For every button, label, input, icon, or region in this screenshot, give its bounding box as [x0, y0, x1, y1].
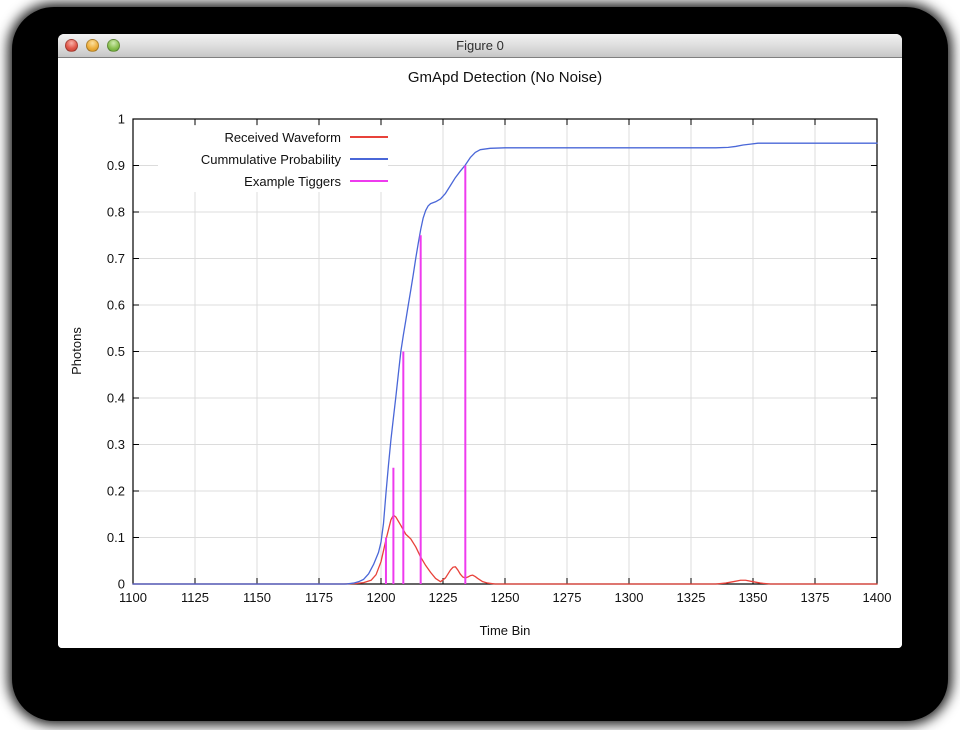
x-tick-label: 1125 [181, 590, 209, 605]
figure-canvas: GmApd Detection (No Noise) 1100 1125 1150 1… [58, 58, 902, 648]
traffic-lights [65, 34, 120, 57]
x-tick-label: 1350 [739, 590, 768, 605]
x-tick-label: 1375 [801, 590, 830, 605]
x-tick-label: 1175 [305, 590, 333, 605]
legend-line-sample-magenta [350, 180, 388, 182]
window-title: Figure 0 [456, 38, 504, 53]
minimize-button[interactable] [86, 39, 99, 52]
y-tick-label: 0.8 [107, 205, 125, 220]
x-tick-label: 1150 [243, 590, 271, 605]
x-tick-label: 1300 [615, 590, 644, 605]
y-tick-label: 0.9 [107, 158, 125, 173]
y-tick-label: 0.1 [107, 530, 125, 545]
y-tick-label: 0.4 [107, 391, 125, 406]
cummulative-probability-line [132, 142, 878, 585]
received-waveform-line [132, 514, 878, 585]
legend: Received Waveform Cummulative Probabilit… [158, 126, 388, 192]
x-tick-label: 1225 [429, 590, 458, 605]
x-tick-label: 1100 [119, 590, 147, 605]
y-tick-label: 0.6 [107, 298, 125, 313]
legend-entry-cummulative-probability: Cummulative Probability [158, 148, 388, 170]
legend-entry-example-tiggers: Example Tiggers [158, 170, 388, 192]
close-button[interactable] [65, 39, 78, 52]
y-tick-label: 0.5 [107, 344, 125, 359]
x-tick-label: 1250 [491, 590, 520, 605]
y-tick-label: 0.7 [107, 251, 125, 266]
x-tick-label: 1400 [863, 590, 892, 605]
y-tick-label: 1 [118, 112, 125, 127]
y-tick-label: 0.3 [107, 437, 125, 452]
y-tick-label: 0.2 [107, 484, 125, 499]
zoom-button[interactable] [107, 39, 120, 52]
legend-entry-received-waveform: Received Waveform [158, 126, 388, 148]
x-tick-label: 1275 [553, 590, 582, 605]
legend-label: Cummulative Probability [200, 151, 341, 167]
y-tick-label: 0 [118, 577, 125, 592]
legend-label: Received Waveform [224, 129, 341, 145]
x-tick-label: 1325 [677, 590, 706, 605]
y-axis-label: Photons [69, 327, 84, 375]
plot-area: 1100 1125 1150 1175 1200 1225 1250 1275 1300 1325… [107, 112, 892, 606]
x-tick-label: 1200 [367, 590, 396, 605]
chart-title: GmApd Detection (No Noise) [407, 69, 603, 86]
legend-line-sample-red [350, 136, 388, 138]
legend-line-sample-blue [350, 158, 388, 160]
legend-label: Example Tiggers [244, 173, 341, 189]
x-axis-label: Time Bin [479, 623, 531, 638]
figure-window: Figure 0 GmApd Detection (No Noise) 1100… [58, 34, 902, 648]
window-titlebar[interactable]: Figure 0 [58, 34, 902, 58]
